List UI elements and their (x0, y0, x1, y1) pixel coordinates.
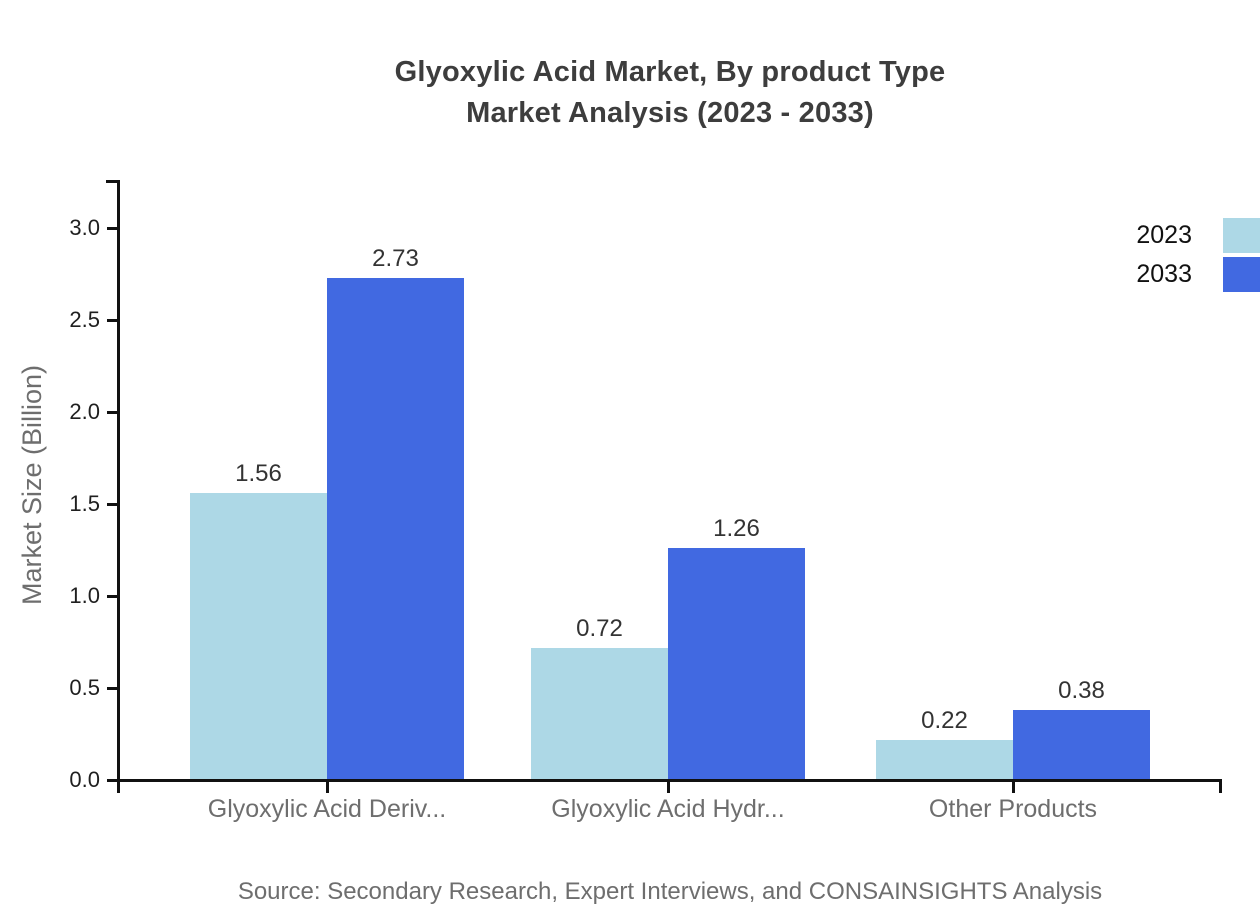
legend: 2023 2033 (1136, 218, 1260, 296)
x-axis-end-tick (1219, 780, 1222, 793)
legend-item-2033: 2033 (1136, 257, 1260, 292)
bar-value-label: 0.38 (1058, 677, 1105, 705)
legend-swatch-2023 (1223, 218, 1260, 253)
legend-swatch-2033 (1223, 257, 1260, 292)
y-tick (107, 226, 120, 230)
bar-value-label: 1.56 (235, 459, 282, 487)
y-tick-label: 1.5 (69, 491, 100, 516)
chart-title: Glyoxylic Acid Market, By product Type M… (80, 52, 1260, 134)
bar-2023-category-2 (531, 647, 668, 780)
legend-label-2023: 2023 (1136, 221, 1192, 249)
x-tick (325, 780, 329, 793)
x-tick (1011, 780, 1015, 793)
bar-2033-category-3 (1013, 710, 1150, 780)
y-tick (107, 502, 120, 506)
y-tick (107, 686, 120, 690)
x-category-label: Other Products (928, 795, 1098, 823)
bar-2033-category-2 (668, 548, 805, 780)
chart-title-line1: Glyoxylic Acid Market, By product Type (394, 56, 946, 88)
y-tick (107, 318, 120, 322)
y-tick-label: 2.0 (69, 399, 100, 424)
y-tick-label: 3.0 (69, 215, 100, 240)
y-tick-label: 0.0 (69, 767, 100, 792)
y-tick-label: 0.5 (69, 675, 100, 700)
y-tick-label: 2.5 (69, 307, 100, 332)
x-category-label: Glyoxylic Acid Hydr... (551, 795, 785, 823)
bar-2023-category-3 (876, 739, 1013, 780)
bar-value-label: 0.72 (576, 614, 623, 642)
bar-value-label: 2.73 (372, 244, 419, 272)
y-axis-spine (117, 180, 120, 793)
bar-2023-category-1 (190, 492, 327, 780)
bar-value-label: 1.26 (713, 515, 760, 543)
source-note: Source: Secondary Research, Expert Inter… (237, 878, 1103, 905)
x-category-label: Glyoxylic Acid Deriv... (207, 795, 447, 823)
legend-label-2033: 2033 (1136, 260, 1192, 288)
y-tick (107, 410, 120, 414)
y-axis-top-cap (106, 180, 120, 183)
y-tick-label: 1.0 (69, 583, 100, 608)
bar-2033-category-1 (327, 277, 464, 780)
x-tick (666, 780, 670, 793)
x-axis-line (107, 778, 1222, 782)
chart-title-line2: Market Analysis (2023 - 2033) (466, 97, 874, 129)
legend-item-2023: 2023 (1136, 218, 1260, 253)
y-tick (107, 594, 120, 598)
bar-value-label: 0.22 (921, 706, 968, 734)
